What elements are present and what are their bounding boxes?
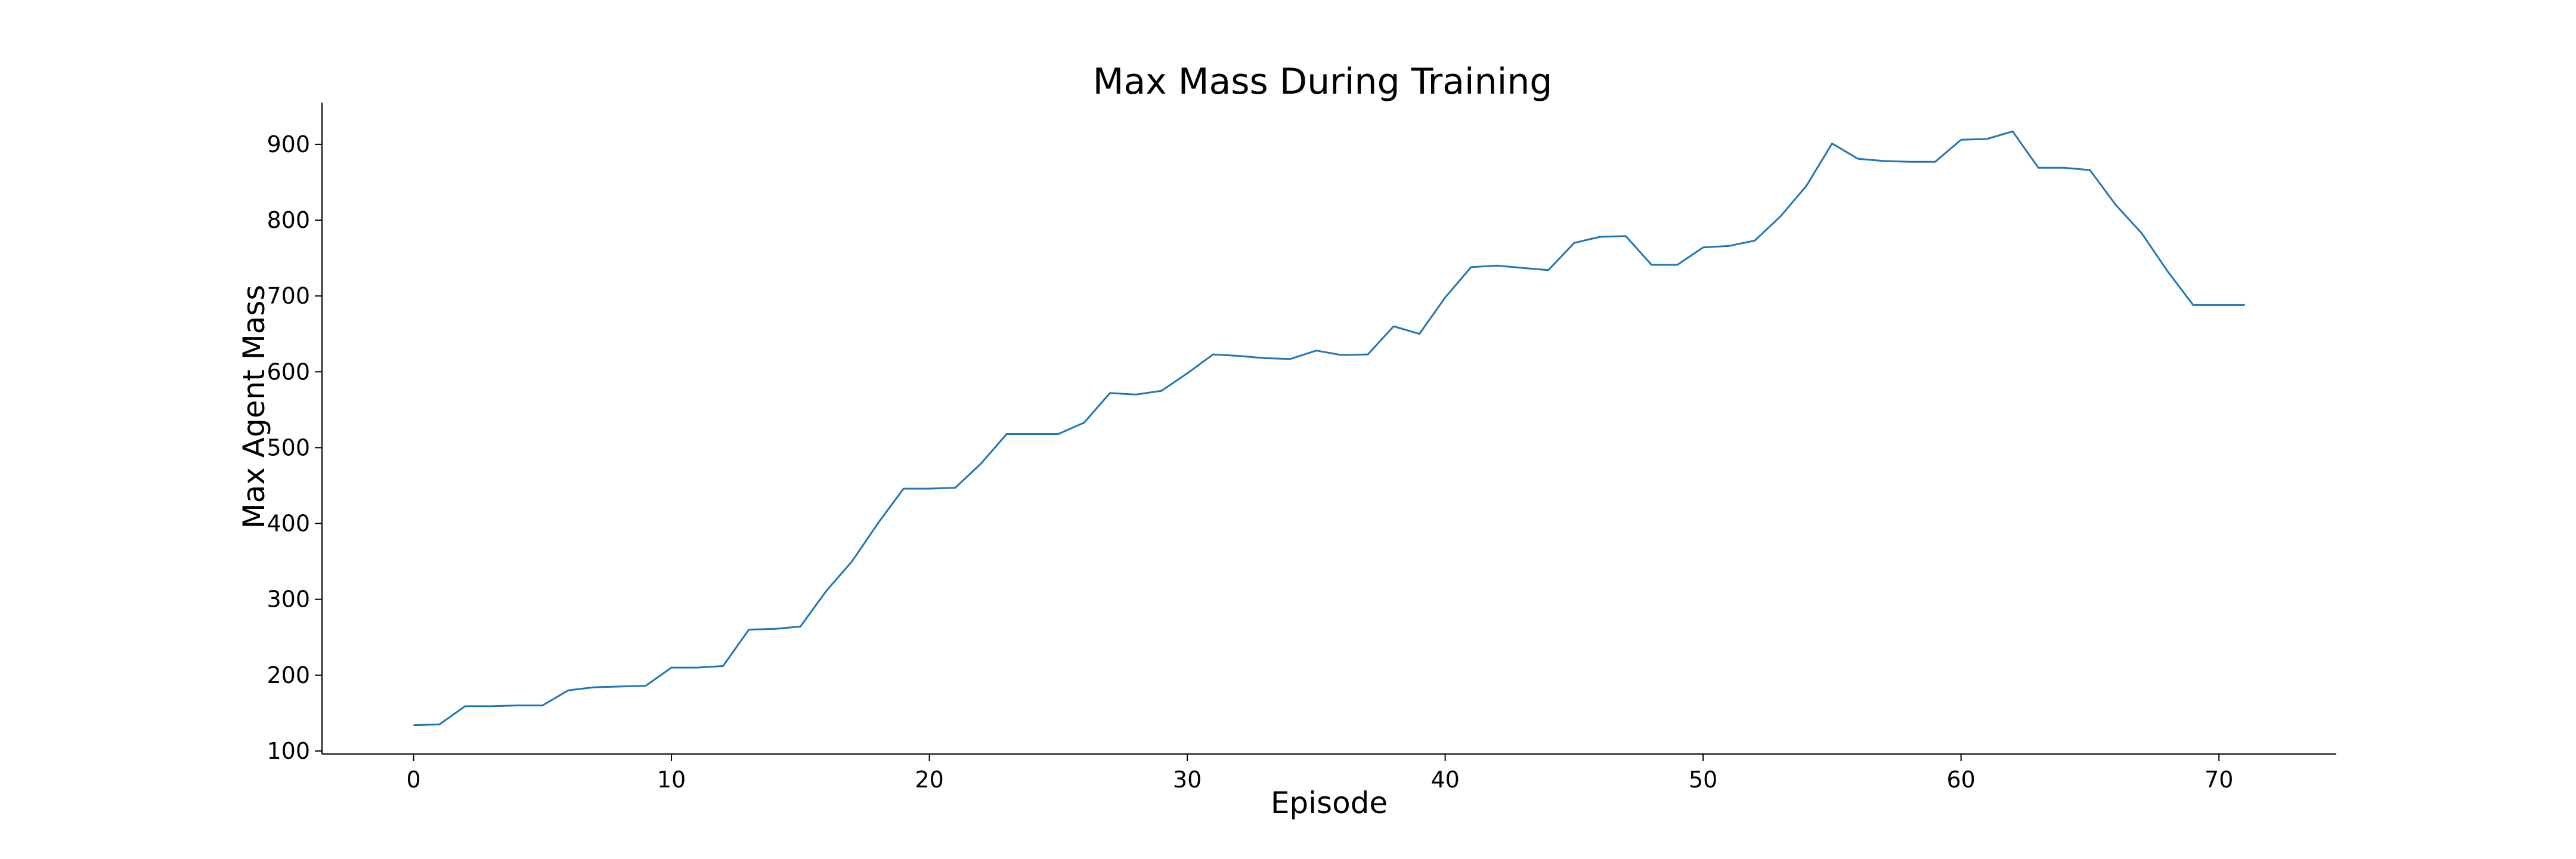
x-tick-label: 30 xyxy=(1173,767,1202,793)
x-tick-label: 60 xyxy=(1947,767,1976,793)
series-line-0 xyxy=(413,130,2245,727)
x-tick-label: 40 xyxy=(1431,767,1459,793)
y-tick-label: 400 xyxy=(267,511,310,537)
y-tick-label: 300 xyxy=(267,586,310,613)
y-axis-ticks: 100 200 300 400 500 600 700 800 900 xyxy=(267,131,322,764)
y-axis-label: Max Agent Mass xyxy=(237,285,271,529)
y-tick-label: 700 xyxy=(267,283,310,309)
y-tick-label: 500 xyxy=(267,434,310,461)
x-axis-ticks: 0 10 20 30 40 50 60 70 xyxy=(406,754,2233,793)
y-tick-label: 100 xyxy=(267,738,310,764)
y-tick-label: 900 xyxy=(267,131,310,157)
x-tick-label: 50 xyxy=(1689,767,1717,793)
x-tick-label: 70 xyxy=(2205,767,2233,793)
x-tick-label: 0 xyxy=(406,767,420,793)
y-tick-label: 200 xyxy=(267,662,310,688)
x-tick-label: 10 xyxy=(657,767,686,793)
x-axis-label: Episode xyxy=(1271,786,1388,820)
y-tick-label: 800 xyxy=(267,207,310,233)
x-tick-label: 20 xyxy=(915,767,943,793)
chart-title: Max Mass During Training xyxy=(1093,61,1553,103)
plot-area xyxy=(413,130,2245,727)
y-tick-label: 600 xyxy=(267,359,310,385)
